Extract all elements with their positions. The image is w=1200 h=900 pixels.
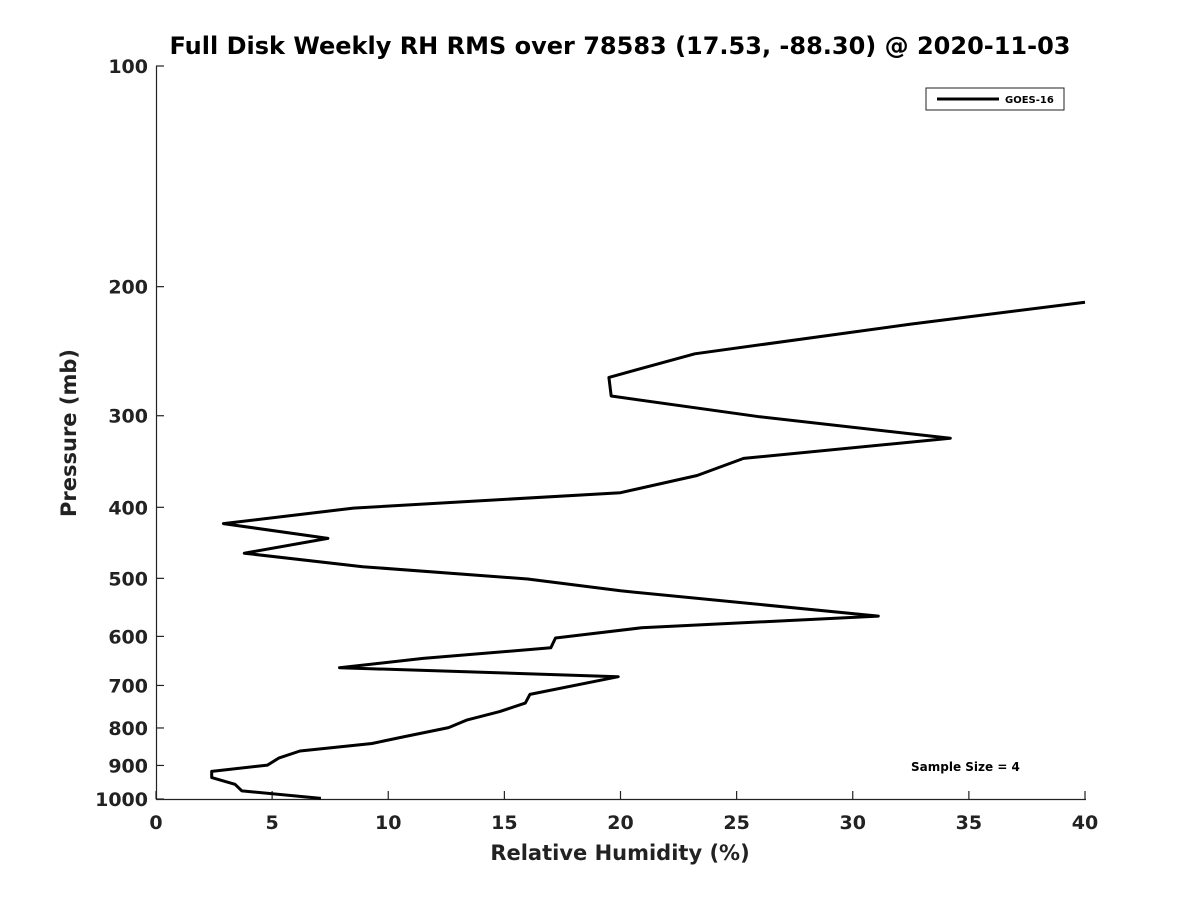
series-layer — [210, 300, 1086, 800]
y-tick-label: 1000 — [95, 789, 148, 811]
x-tick-label: 5 — [266, 812, 279, 834]
legend-entry-goes-16: GOES-16 — [1005, 95, 1054, 106]
x-tick-label: 0 — [149, 812, 162, 834]
x-axis-label: Relative Humidity (%) — [490, 841, 749, 865]
y-tick-label: 100 — [108, 56, 148, 78]
y-tick-label: 400 — [108, 497, 148, 519]
y-tick-label: 200 — [108, 277, 148, 299]
x-tick-label: 30 — [840, 812, 866, 834]
x-tick-label: 20 — [607, 812, 633, 834]
x-axis-ticks: 0 5 10 15 20 25 30 35 40 — [149, 791, 1098, 834]
sample-size-annotation: Sample Size = 4 — [911, 760, 1020, 774]
y-tick-label: 300 — [108, 406, 148, 428]
y-tick-label: 700 — [108, 675, 148, 697]
legend: GOES-16 — [925, 87, 1065, 111]
plot-axes — [155, 66, 1086, 801]
x-tick-label: 35 — [956, 812, 982, 834]
series-line-goes-16 — [210, 300, 1086, 800]
x-tick-label: 10 — [375, 812, 401, 834]
x-tick-label: 40 — [1072, 812, 1098, 834]
y-axis-ticks: 100 200 300 400 500 600 700 800 900 1000 — [95, 56, 164, 811]
y-tick-label: 800 — [108, 718, 148, 740]
y-tick-label: 600 — [108, 626, 148, 648]
x-tick-label: 15 — [491, 812, 517, 834]
y-tick-label: 500 — [108, 568, 148, 590]
x-tick-label: 25 — [723, 812, 749, 834]
y-tick-label: 900 — [108, 755, 148, 777]
y-axis-label: Pressure (mb) — [57, 349, 81, 517]
chart-title: Full Disk Weekly RH RMS over 78583 (17.5… — [169, 32, 1070, 60]
